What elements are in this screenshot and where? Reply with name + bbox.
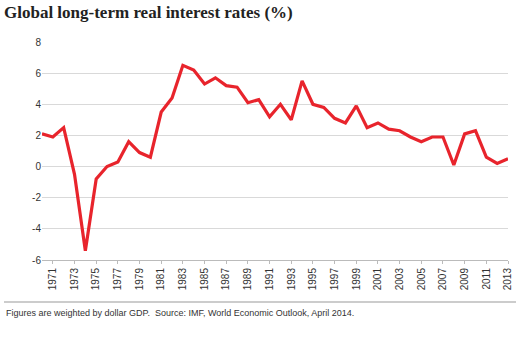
svg-text:1971: 1971 bbox=[47, 268, 58, 291]
svg-text:1999: 1999 bbox=[351, 268, 362, 291]
svg-text:-4: -4 bbox=[32, 223, 41, 234]
svg-text:Global long-term real interest: Global long-term real interest rates (%) bbox=[4, 3, 293, 22]
svg-text:1987: 1987 bbox=[220, 268, 231, 291]
svg-text:1991: 1991 bbox=[264, 268, 275, 291]
svg-text:2003: 2003 bbox=[394, 268, 405, 291]
svg-text:1975: 1975 bbox=[90, 268, 101, 291]
svg-text:2007: 2007 bbox=[437, 268, 448, 291]
svg-text:0: 0 bbox=[35, 161, 41, 172]
svg-text:1983: 1983 bbox=[177, 268, 188, 291]
svg-text:4: 4 bbox=[35, 99, 41, 110]
svg-text:1973: 1973 bbox=[69, 268, 80, 291]
svg-text:1993: 1993 bbox=[286, 268, 297, 291]
svg-text:1979: 1979 bbox=[134, 268, 145, 291]
svg-text:1981: 1981 bbox=[155, 268, 166, 291]
svg-text:-2: -2 bbox=[32, 192, 41, 203]
svg-text:2011: 2011 bbox=[481, 268, 492, 290]
svg-text:1985: 1985 bbox=[199, 268, 210, 291]
svg-text:2001: 2001 bbox=[372, 268, 383, 291]
svg-text:1995: 1995 bbox=[307, 268, 318, 291]
svg-text:-6: -6 bbox=[32, 255, 41, 266]
svg-text:2009: 2009 bbox=[459, 268, 470, 291]
svg-text:1977: 1977 bbox=[112, 268, 123, 291]
svg-text:6: 6 bbox=[35, 68, 41, 79]
svg-text:2: 2 bbox=[35, 130, 41, 141]
svg-text:1989: 1989 bbox=[242, 268, 253, 291]
svg-text:2005: 2005 bbox=[416, 268, 427, 291]
svg-text:8: 8 bbox=[35, 37, 41, 48]
svg-text:1997: 1997 bbox=[329, 268, 340, 291]
svg-text:Figures are weighted by dollar: Figures are weighted by dollar GDP. Sour… bbox=[6, 308, 354, 318]
svg-text:2013: 2013 bbox=[502, 268, 513, 291]
